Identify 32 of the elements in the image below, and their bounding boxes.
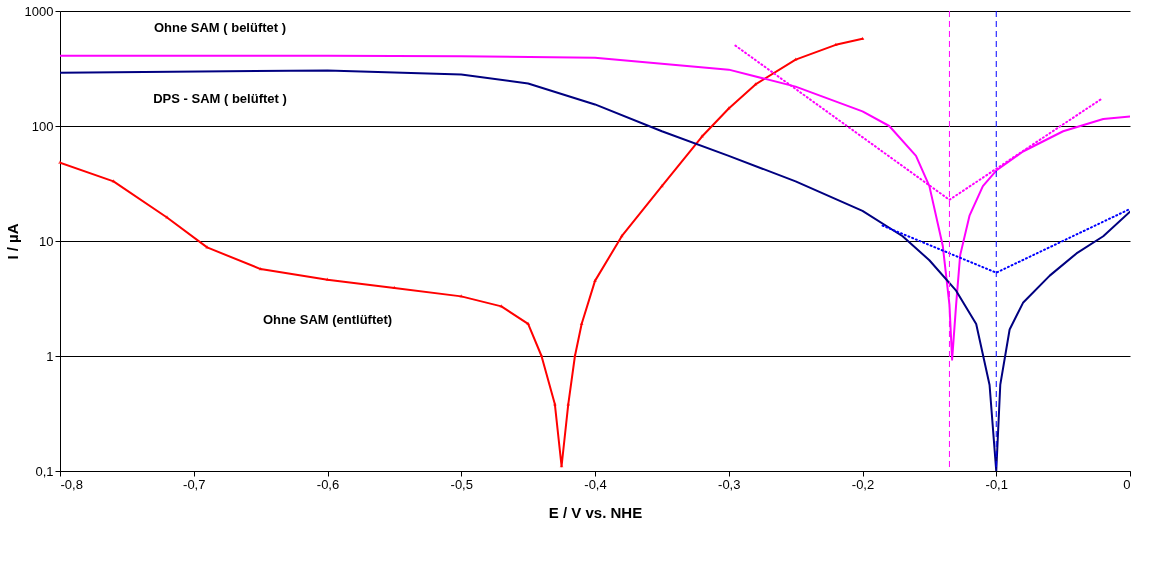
point [258, 266, 263, 271]
point [325, 277, 330, 281]
x-tick-label: -0,1 [985, 476, 1008, 492]
y-tick-label: 0,1 [35, 463, 54, 479]
series-label: Ohne SAM (entlüftet) [262, 311, 393, 327]
point [579, 321, 584, 326]
x-axis-title: E / V vs. NHE [548, 503, 643, 521]
point [165, 215, 169, 219]
point [593, 278, 597, 282]
x-tick-label: -0,8 [60, 476, 83, 492]
point [793, 57, 798, 61]
point [58, 160, 62, 164]
point [860, 36, 865, 40]
y-tick-label: 10 [39, 233, 54, 249]
x-tick-label: -0,5 [450, 476, 473, 492]
y-tick-label: 100 [31, 118, 54, 134]
series-label: DPS - SAM ( belüftet ) [153, 90, 287, 106]
y-tick-label: 1 [46, 348, 54, 364]
x-tick-label: -0,7 [183, 476, 206, 492]
x-tick-label: -0,2 [851, 476, 875, 492]
point [526, 321, 530, 326]
y-tick-label: 1000 [24, 3, 54, 19]
point [833, 42, 838, 46]
x-tick-label: 0 [1123, 476, 1131, 492]
x-tick-label: -0,6 [316, 476, 340, 492]
point [726, 106, 731, 110]
point [392, 285, 397, 290]
series-label: Ohne SAM ( belüftet ) [153, 19, 287, 35]
y-axis-title: I / µA [3, 223, 21, 260]
x-tick-label: -0,3 [718, 476, 741, 492]
x-tick-label: -0,4 [584, 476, 607, 492]
point [700, 134, 704, 138]
